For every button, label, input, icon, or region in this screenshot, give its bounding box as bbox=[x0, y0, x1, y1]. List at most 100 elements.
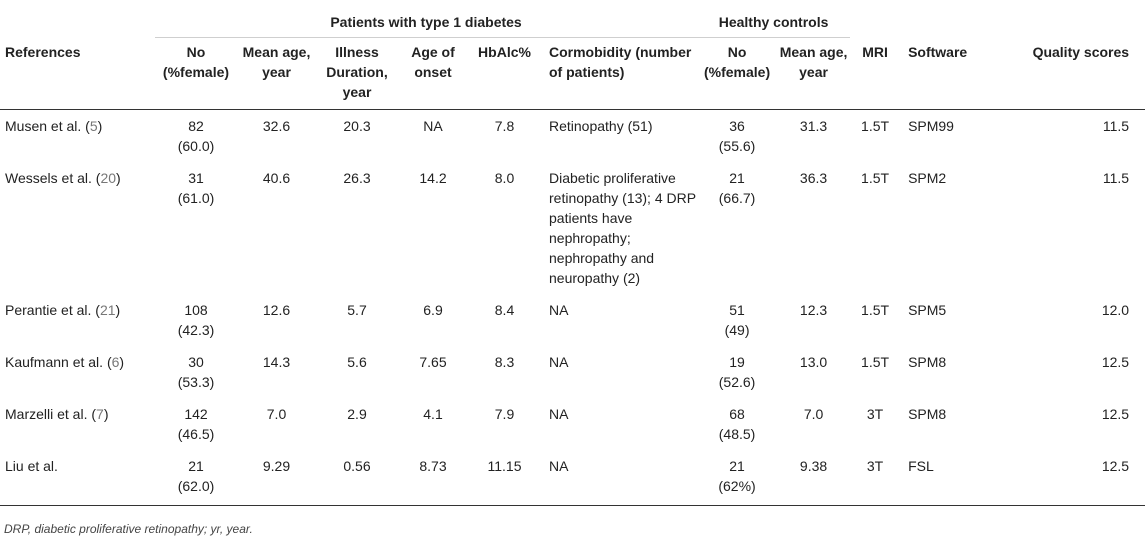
table-cell: 9.29 bbox=[237, 450, 316, 506]
table-cell: 30 (53.3) bbox=[177, 354, 215, 390]
table-row: Musen et al. (5) 82 (60.0) 32.6 20.3 NA 7… bbox=[0, 110, 1145, 163]
col-hba1c: HbAlc% bbox=[468, 37, 541, 110]
table-cell: 5.6 bbox=[347, 354, 367, 370]
table-cell: 0.56 bbox=[316, 450, 398, 506]
col-quality: Quality scores bbox=[1000, 37, 1145, 110]
table-cell: 11.5 bbox=[1102, 118, 1130, 134]
col-age-of-onset: Age of onset bbox=[398, 37, 468, 110]
table-cell: 21 (62%) bbox=[697, 450, 778, 506]
reference-cell: Kaufmann et al. (6) bbox=[5, 354, 125, 370]
citation-link[interactable]: 5 bbox=[89, 118, 98, 134]
table-cell: 51 (49) bbox=[724, 302, 750, 338]
table-cell: SPM5 bbox=[908, 302, 947, 318]
column-header-row: References No (%female) Mean age, year I… bbox=[0, 37, 1145, 110]
table-cell: 11.15 bbox=[468, 450, 541, 506]
group-header-patients: Patients with type 1 diabetes bbox=[155, 3, 698, 38]
table-cell: 12.6 bbox=[262, 302, 291, 318]
reference-cell: Marzelli et al. (7) bbox=[5, 406, 109, 422]
table-cell: 108 (42.3) bbox=[177, 302, 215, 338]
table-cell: 14.3 bbox=[262, 354, 291, 370]
col-t1-no: No (%female) bbox=[155, 37, 237, 110]
table-cell: NA bbox=[423, 118, 443, 134]
table-cell: FSL bbox=[900, 450, 1001, 506]
citation-link[interactable]: 21 bbox=[99, 302, 116, 318]
reference-cell: Wessels et al. (20) bbox=[5, 170, 121, 186]
table-cell: 12.5 bbox=[1000, 450, 1145, 506]
study-characteristics-table: Patients with type 1 diabetes Healthy co… bbox=[0, 3, 1145, 506]
col-software: Software bbox=[900, 37, 1001, 110]
table-cell: 6.9 bbox=[423, 302, 443, 318]
table-cell: 1.5T bbox=[861, 118, 890, 134]
table-cell: 19 (52.6) bbox=[718, 354, 756, 390]
table-cell: 68 (48.5) bbox=[718, 406, 756, 442]
table-cell: 8.3 bbox=[494, 354, 515, 370]
table-cell: 21 (62.0) bbox=[155, 450, 237, 506]
table-cell: SPM8 bbox=[908, 354, 947, 370]
col-mri: MRI bbox=[850, 37, 901, 110]
reference-cell: Liu et al. bbox=[0, 450, 155, 506]
table-cell: 3T bbox=[866, 406, 884, 422]
group-header-row: Patients with type 1 diabetes Healthy co… bbox=[0, 3, 1145, 38]
table-cell: 3T bbox=[850, 450, 901, 506]
citation-link[interactable]: 6 bbox=[111, 354, 120, 370]
col-cormobidity: Cormobidity (number of patients) bbox=[541, 37, 698, 110]
table-cell: SPM99 bbox=[908, 118, 954, 134]
table-cell: 82 (60.0) bbox=[177, 118, 215, 154]
table-cell: 36.3 bbox=[799, 170, 828, 186]
table-cell: 12.5 bbox=[1101, 354, 1130, 370]
table-cell: NA bbox=[549, 302, 569, 318]
table-cell: 31.3 bbox=[799, 118, 828, 134]
table-cell: 7.9 bbox=[494, 406, 515, 422]
table-cell: 20.3 bbox=[343, 118, 371, 134]
group-header-controls: Healthy controls bbox=[697, 3, 851, 38]
table-cell: 1.5T bbox=[861, 170, 890, 186]
table-cell: 26.3 bbox=[343, 170, 371, 186]
reference-cell: Perantie et al. (21) bbox=[5, 302, 121, 318]
table-cell: 8.0 bbox=[494, 170, 515, 186]
table-cell: 11.5 bbox=[1102, 170, 1130, 186]
table-row: Kaufmann et al. (6) 30 (53.3) 14.3 5.6 7.… bbox=[0, 346, 1145, 398]
table-cell: 5.7 bbox=[347, 302, 367, 318]
table-cell: 13.0 bbox=[799, 354, 828, 370]
table-cell: SPM8 bbox=[908, 406, 947, 422]
table-cell: Diabetic proliferative retinopathy (13);… bbox=[549, 170, 696, 286]
citation-link[interactable]: 7 bbox=[96, 406, 104, 422]
table-row: Wessels et al. (20) 31 (61.0) 40.6 26.3 1… bbox=[0, 162, 1145, 294]
table-cell: NA bbox=[541, 450, 698, 506]
table-row: Marzelli et al. (7) 142 (46.5) 7.0 2.9 4.… bbox=[0, 398, 1145, 450]
table-cell: 7.0 bbox=[803, 406, 824, 422]
table-cell: 9.38 bbox=[777, 450, 851, 506]
col-references: References bbox=[0, 37, 155, 110]
col-illness-duration: Illness Duration, year bbox=[316, 37, 398, 110]
table-cell: 31 (61.0) bbox=[177, 170, 215, 206]
table-row: Liu et al. 21 (62.0) 9.29 0.56 8.73 11.15… bbox=[0, 450, 1145, 506]
table-cell: 14.2 bbox=[419, 170, 447, 186]
table-cell: 1.5T bbox=[861, 354, 890, 370]
table-cell: 12.0 bbox=[1101, 302, 1130, 318]
table-cell: 7.65 bbox=[419, 354, 447, 370]
table-row: Perantie et al. (21) 108 (42.3) 12.6 5.7 … bbox=[0, 294, 1145, 346]
table-cell: 21 (66.7) bbox=[718, 170, 756, 206]
table-cell: Retinopathy (51) bbox=[549, 118, 653, 134]
citation-link[interactable]: 20 bbox=[100, 170, 117, 186]
reference-cell: Musen et al. (5) bbox=[5, 118, 103, 134]
table-cell: 7.8 bbox=[494, 118, 515, 134]
table-cell: 32.6 bbox=[262, 118, 291, 134]
table-cell: 7.0 bbox=[266, 406, 287, 422]
table-cell: 2.9 bbox=[347, 406, 367, 422]
table-cell: 4.1 bbox=[423, 406, 443, 422]
table-cell: NA bbox=[549, 406, 569, 422]
col-hc-mean-age: Mean age, year bbox=[777, 37, 851, 110]
table-footnote: DRP, diabetic proliferative retinopathy;… bbox=[4, 522, 253, 536]
table-cell: 12.3 bbox=[799, 302, 828, 318]
col-t1-mean-age: Mean age, year bbox=[237, 37, 316, 110]
table-cell: 12.5 bbox=[1101, 406, 1130, 422]
table-cell: 142 (46.5) bbox=[177, 406, 215, 442]
table-cell: NA bbox=[549, 354, 569, 370]
table-cell: 8.73 bbox=[398, 450, 468, 506]
table-body: Musen et al. (5) 82 (60.0) 32.6 20.3 NA 7… bbox=[0, 110, 1145, 506]
table-cell: SPM2 bbox=[908, 170, 947, 186]
table-cell: 36 (55.6) bbox=[718, 118, 756, 154]
table-cell: 40.6 bbox=[262, 170, 291, 186]
